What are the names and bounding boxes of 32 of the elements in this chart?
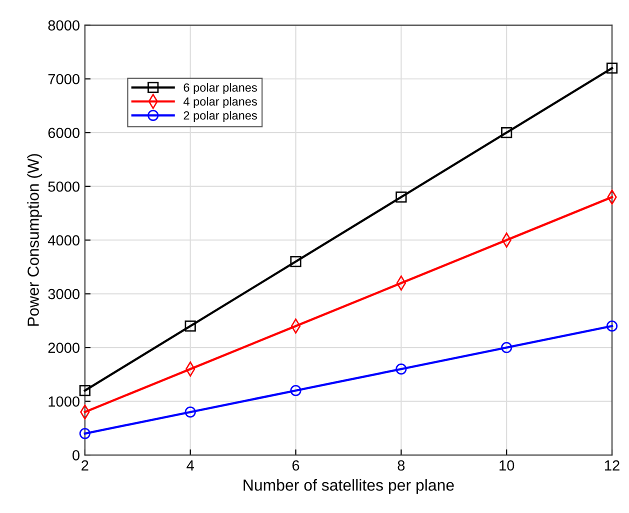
point — [396, 363, 407, 375]
point — [184, 406, 196, 418]
point — [501, 127, 512, 138]
y-tick-label: 7000 — [48, 74, 80, 84]
legend-label: 6 polar planes — [184, 83, 257, 94]
x-tick-label: 2 — [82, 460, 88, 470]
x-tick-label: 12 — [605, 460, 620, 470]
y-tick-label: 4000 — [48, 235, 80, 246]
y-tick-label: 6000 — [48, 128, 80, 138]
legend-label: 4 polar planes — [183, 97, 257, 108]
point — [290, 384, 302, 396]
x-axis-title: Number of satellites per plane — [244, 479, 454, 494]
x-tick-label: 10 — [500, 460, 514, 471]
point — [396, 192, 407, 203]
y-tick-label: 2000 — [48, 342, 80, 353]
point — [79, 384, 90, 396]
x-tick-label: 8 — [398, 460, 405, 471]
legend-label: 2 polar planes — [184, 110, 257, 122]
y-tick-label: 1000 — [48, 396, 80, 407]
x-tick-label: 6 — [292, 460, 300, 471]
y-tick-label: 8000 — [48, 20, 80, 31]
point — [606, 320, 618, 332]
point — [501, 342, 512, 354]
y-tick-label: 0 — [72, 450, 80, 460]
y-tick-label: 5000 — [48, 181, 80, 192]
y-tick-label: 3000 — [48, 288, 80, 300]
point — [184, 320, 196, 332]
x-tick-label: 4 — [186, 460, 194, 470]
point — [606, 62, 618, 74]
point — [290, 256, 302, 268]
y-axis-title: Power Consumption (W) — [27, 154, 42, 326]
point — [79, 428, 90, 440]
